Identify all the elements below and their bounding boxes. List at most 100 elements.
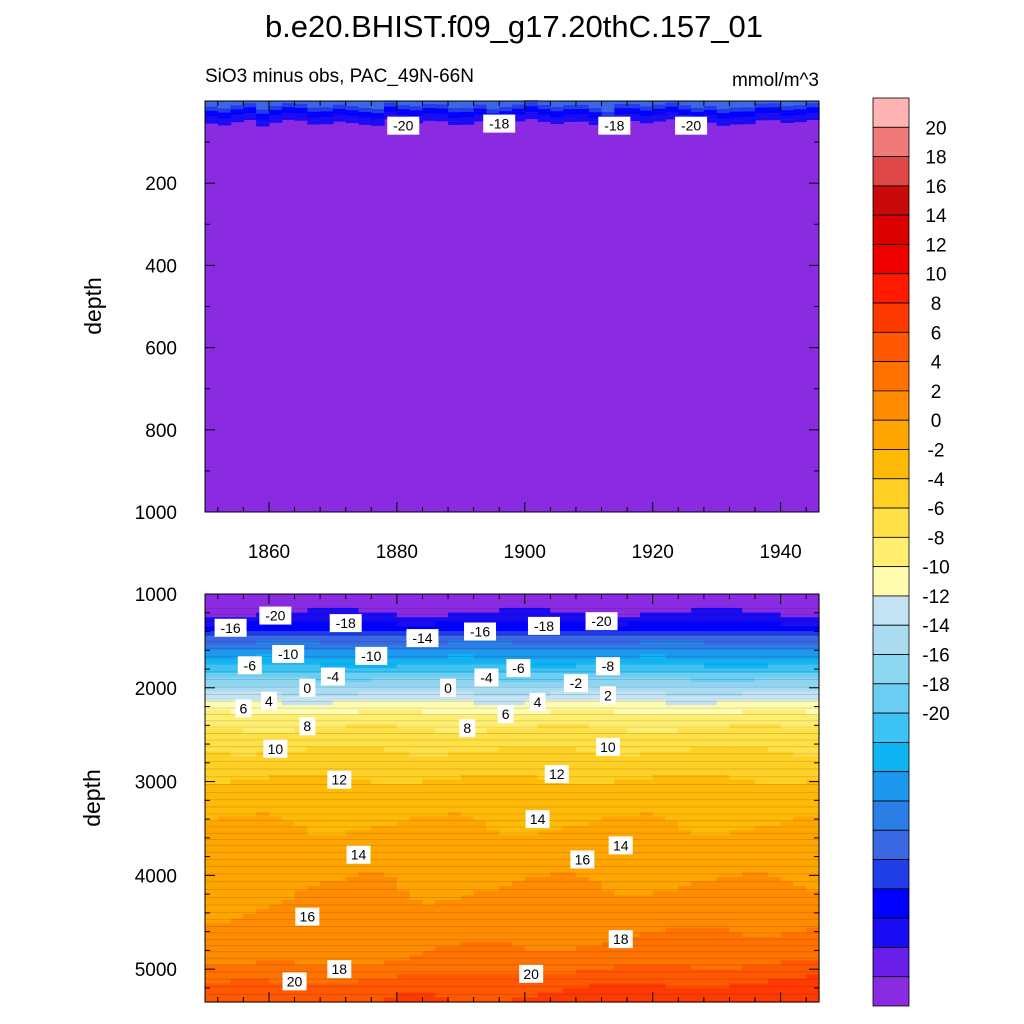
bottom-field-cell xyxy=(742,723,756,730)
bottom-field-cell xyxy=(703,645,718,651)
bottom-field-cell xyxy=(691,621,705,628)
bottom-field-cell xyxy=(588,974,603,980)
bottom-field-cell xyxy=(435,997,449,1003)
top-field-cell xyxy=(537,111,551,115)
bottom-field-cell xyxy=(512,686,526,692)
bottom-field-cell xyxy=(780,923,795,929)
bottom-field-cell xyxy=(575,733,590,739)
bottom-field-cell xyxy=(256,890,270,896)
bottom-field-cell xyxy=(473,747,488,753)
bottom-field-cell xyxy=(703,858,718,864)
bottom-field-cell xyxy=(793,626,807,632)
top-y-tick-label: 1000 xyxy=(135,503,177,524)
bottom-field-cell xyxy=(652,876,667,883)
bottom-contour-label-box xyxy=(608,930,633,949)
bottom-field-cell xyxy=(268,770,283,776)
bottom-field-cell xyxy=(665,663,679,669)
bottom-field-cell xyxy=(371,696,385,702)
bottom-field-cell xyxy=(294,737,308,743)
bottom-field-cell xyxy=(627,937,641,943)
bottom-field-cell xyxy=(639,927,654,934)
bottom-field-cell xyxy=(243,932,257,938)
bottom-field-cell xyxy=(588,932,603,938)
bottom-field-cell xyxy=(358,927,372,934)
bottom-field-cell xyxy=(396,881,411,887)
bottom-field-cell xyxy=(665,677,679,683)
bottom-field-cell xyxy=(332,941,347,947)
bottom-field-cell xyxy=(806,872,820,878)
bottom-field-cell xyxy=(729,988,743,994)
bottom-field-cell xyxy=(767,696,782,702)
bottom-field-cell xyxy=(473,607,488,614)
bottom-field-cell xyxy=(448,872,462,878)
bottom-field-cell xyxy=(499,881,513,887)
bottom-field-cell xyxy=(294,598,308,604)
colorbar-label: 6 xyxy=(931,323,942,344)
bottom-field-cell xyxy=(742,969,756,975)
bottom-field-cell xyxy=(716,821,731,827)
bottom-field-cell xyxy=(294,997,308,1003)
bottom-field-cell xyxy=(358,937,372,943)
bottom-field-cell xyxy=(307,756,321,762)
bottom-field-cell xyxy=(575,658,590,665)
bottom-field-cell xyxy=(716,858,731,864)
bottom-field-cell xyxy=(332,635,347,641)
bottom-field-cell xyxy=(652,765,667,771)
bottom-field-cell xyxy=(793,612,807,618)
bottom-field-cell xyxy=(512,784,526,790)
bottom-field-cell xyxy=(563,900,577,906)
bottom-field-cell xyxy=(806,923,820,929)
bottom-field-cell xyxy=(409,937,424,943)
bottom-field-cell xyxy=(307,658,321,665)
bottom-field-cell xyxy=(512,849,526,855)
bottom-field-cell xyxy=(793,607,807,614)
bottom-field-cell xyxy=(575,626,590,632)
bottom-field-cell xyxy=(384,598,398,604)
bottom-field-cell xyxy=(396,788,411,794)
bottom-field-cell xyxy=(512,598,526,604)
top-field-cell xyxy=(358,121,372,125)
bottom-field-cell xyxy=(243,844,257,850)
bottom-field-cell xyxy=(217,886,232,892)
bottom-field-cell xyxy=(563,904,577,910)
bottom-field-cell xyxy=(384,988,398,994)
bottom-field-cell xyxy=(806,858,820,864)
bottom-field-cell xyxy=(473,733,488,739)
bottom-field-cell xyxy=(512,733,526,739)
bottom-field-cell xyxy=(422,904,436,910)
bottom-field-cell xyxy=(652,668,667,674)
bottom-field-cell xyxy=(691,923,705,929)
top-field-cell xyxy=(281,109,296,113)
bottom-field-cell xyxy=(691,937,705,943)
bottom-field-cell xyxy=(409,951,424,957)
bottom-field-cell xyxy=(780,960,795,966)
bottom-field-cell xyxy=(409,974,424,980)
top-field-cell xyxy=(627,106,641,109)
bottom-field-cell xyxy=(716,682,731,688)
bottom-field-cell xyxy=(230,668,244,674)
top-field-cell xyxy=(486,107,500,110)
bottom-field-cell xyxy=(563,964,577,971)
bottom-field-cell xyxy=(448,983,462,989)
bottom-field-cell xyxy=(588,742,603,748)
bottom-field-cell xyxy=(639,918,654,924)
bottom-field-cell xyxy=(780,598,795,604)
bottom-field-cell xyxy=(294,663,308,669)
bottom-field-cell xyxy=(256,909,270,915)
bottom-field-cell xyxy=(307,765,321,771)
bottom-field-cell xyxy=(281,668,296,674)
bottom-field-cell xyxy=(422,760,436,767)
bottom-field-cell xyxy=(460,825,475,832)
bottom-field-cell xyxy=(320,821,334,827)
bottom-field-cell xyxy=(473,849,488,855)
bottom-field-cell xyxy=(588,686,603,692)
bottom-field-cell xyxy=(716,923,731,929)
bottom-field-cell xyxy=(307,844,321,850)
bottom-field-cell xyxy=(703,719,718,725)
bottom-field-cell xyxy=(230,978,244,985)
bottom-field-cell xyxy=(665,807,679,813)
bottom-field-cell xyxy=(563,765,577,771)
bottom-field-cell xyxy=(703,992,718,998)
bottom-field-cell xyxy=(422,895,436,901)
bottom-field-cell xyxy=(742,923,756,929)
